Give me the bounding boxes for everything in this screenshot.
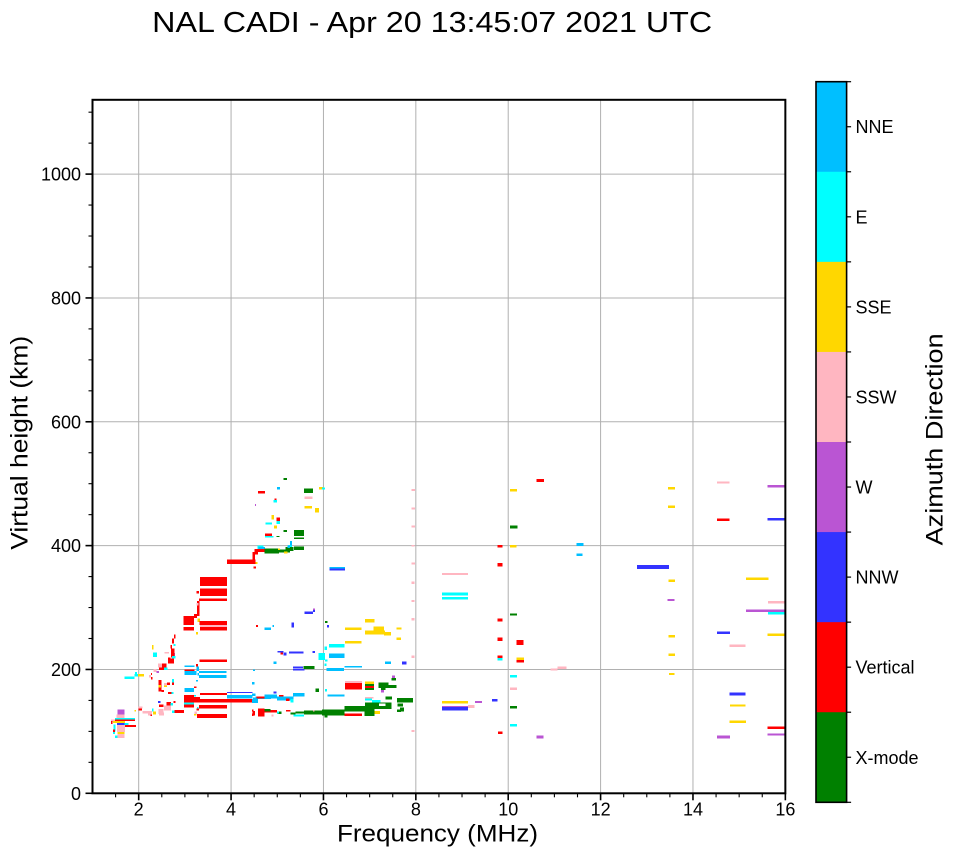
svg-text:NAL CADI - Apr 20 13:45:07 202: NAL CADI - Apr 20 13:45:07 2021 UTC [152,7,712,39]
svg-text:600: 600 [51,412,81,432]
svg-text:Frequency (MHz): Frequency (MHz) [337,821,538,848]
svg-text:16: 16 [775,800,795,820]
svg-text:X-mode: X-mode [856,748,919,768]
svg-text:4: 4 [226,800,236,820]
svg-text:0: 0 [71,784,81,804]
svg-text:NNW: NNW [856,568,899,588]
svg-text:10: 10 [498,800,518,820]
svg-text:SSE: SSE [856,297,892,317]
svg-text:8: 8 [411,800,421,820]
svg-text:NNE: NNE [856,117,894,137]
svg-text:400: 400 [51,536,81,556]
svg-text:2: 2 [134,800,144,820]
svg-text:Azimuth Direction: Azimuth Direction [922,333,949,545]
svg-text:1000: 1000 [41,165,81,185]
svg-text:12: 12 [591,800,611,820]
svg-text:800: 800 [51,288,81,308]
svg-text:Virtual height (km): Virtual height (km) [7,336,34,550]
svg-text:6: 6 [318,800,328,820]
svg-text:14: 14 [683,800,703,820]
svg-text:Vertical: Vertical [856,658,915,678]
svg-text:SSW: SSW [856,387,897,407]
svg-text:200: 200 [51,660,81,680]
svg-text:W: W [856,478,873,498]
svg-text:E: E [856,207,868,227]
